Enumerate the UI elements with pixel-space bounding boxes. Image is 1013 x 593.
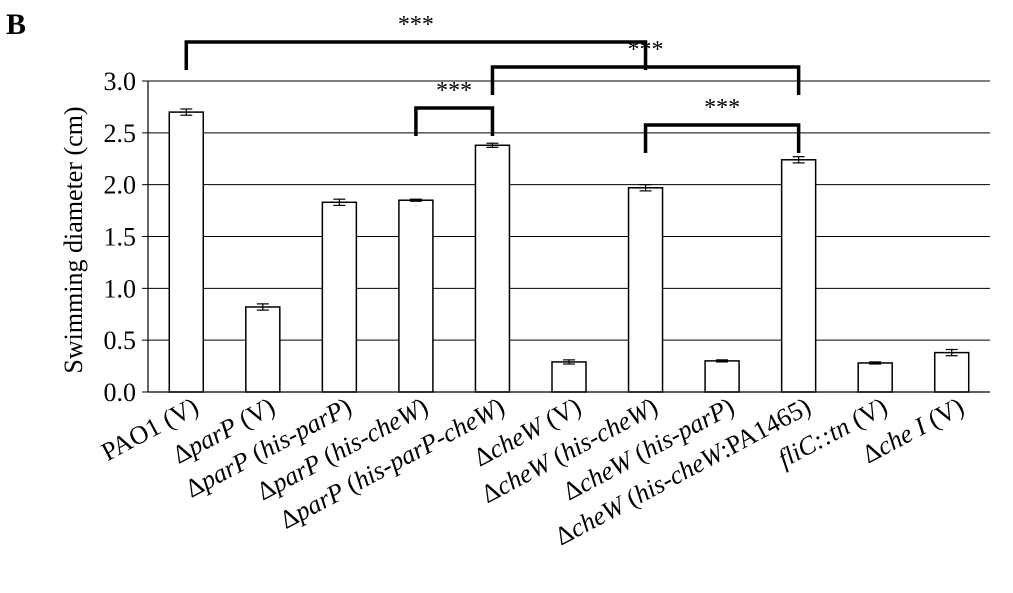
bar [168,111,205,393]
bar [245,306,281,393]
bar [398,199,434,393]
y-axis-label: Swimming diameter (cm) [59,106,88,373]
significance-label: *** [436,78,472,104]
y-tick-label: 2.5 [104,119,137,148]
y-tick-label: 2.0 [104,171,137,200]
bar [321,201,358,393]
significance-bracket [490,65,801,95]
bar [627,187,664,393]
significance-bracket [414,106,495,136]
bars [168,108,970,393]
bar [857,362,893,393]
bar [551,361,587,393]
significance-bracket [184,40,648,70]
significance-label: *** [704,95,740,121]
gridlines [148,80,990,341]
significance-label: *** [628,37,664,63]
y-tick-label: 3.0 [104,67,137,96]
x-axis: PAO1 (V)ΔparP (V)ΔparP (his-parP)ΔparP (… [97,391,990,551]
panel-label: B [6,8,26,41]
bar [933,351,970,393]
bar [780,159,817,393]
significance-label: *** [398,12,434,38]
significance-brackets: *** *** *** *** [184,12,801,153]
bar [704,360,740,393]
y-tick-label: 1.5 [104,223,137,252]
significance-bracket [643,123,801,153]
y-tick-label: 0.5 [104,326,137,355]
bar [474,144,511,393]
y-axis: 0.0 0.5 1.0 1.5 2.0 2.5 3.0 [104,67,149,407]
y-tick-label: 0.0 [104,378,137,407]
y-tick-label: 1.0 [104,274,137,303]
